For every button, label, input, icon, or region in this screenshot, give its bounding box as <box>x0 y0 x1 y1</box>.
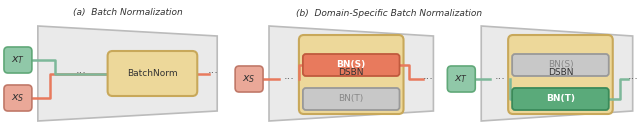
Text: ···: ··· <box>208 69 219 78</box>
Text: $x_T$: $x_T$ <box>11 54 25 66</box>
Text: $x_S$: $x_S$ <box>11 92 25 104</box>
FancyBboxPatch shape <box>508 35 612 114</box>
Text: ···: ··· <box>495 74 506 84</box>
Text: BN(T): BN(T) <box>339 94 364 103</box>
Text: BN(S): BN(S) <box>337 61 366 70</box>
FancyBboxPatch shape <box>235 66 263 92</box>
FancyBboxPatch shape <box>303 88 399 110</box>
Text: (a)  Batch Normalization: (a) Batch Normalization <box>73 9 182 18</box>
FancyBboxPatch shape <box>303 54 399 76</box>
FancyBboxPatch shape <box>512 88 609 110</box>
Polygon shape <box>38 26 217 121</box>
Text: BN(S): BN(S) <box>548 61 573 70</box>
Text: DSBN: DSBN <box>548 68 573 77</box>
Text: BN(T): BN(T) <box>546 94 575 103</box>
Text: $x_T$: $x_T$ <box>454 73 468 85</box>
Polygon shape <box>481 26 633 121</box>
FancyBboxPatch shape <box>447 66 476 92</box>
Text: DSBN: DSBN <box>339 68 364 77</box>
Polygon shape <box>269 26 433 121</box>
FancyBboxPatch shape <box>4 85 32 111</box>
Text: ···: ··· <box>423 74 434 84</box>
Text: ···: ··· <box>628 74 639 84</box>
Text: $x_S$: $x_S$ <box>243 73 256 85</box>
FancyBboxPatch shape <box>512 54 609 76</box>
Text: (b)  Domain-Specific Batch Normalization: (b) Domain-Specific Batch Normalization <box>296 9 482 18</box>
Text: ···: ··· <box>284 74 294 84</box>
FancyBboxPatch shape <box>108 51 197 96</box>
Text: ···: ··· <box>76 69 86 78</box>
FancyBboxPatch shape <box>4 47 32 73</box>
Text: BatchNorm: BatchNorm <box>127 69 178 78</box>
FancyBboxPatch shape <box>299 35 404 114</box>
